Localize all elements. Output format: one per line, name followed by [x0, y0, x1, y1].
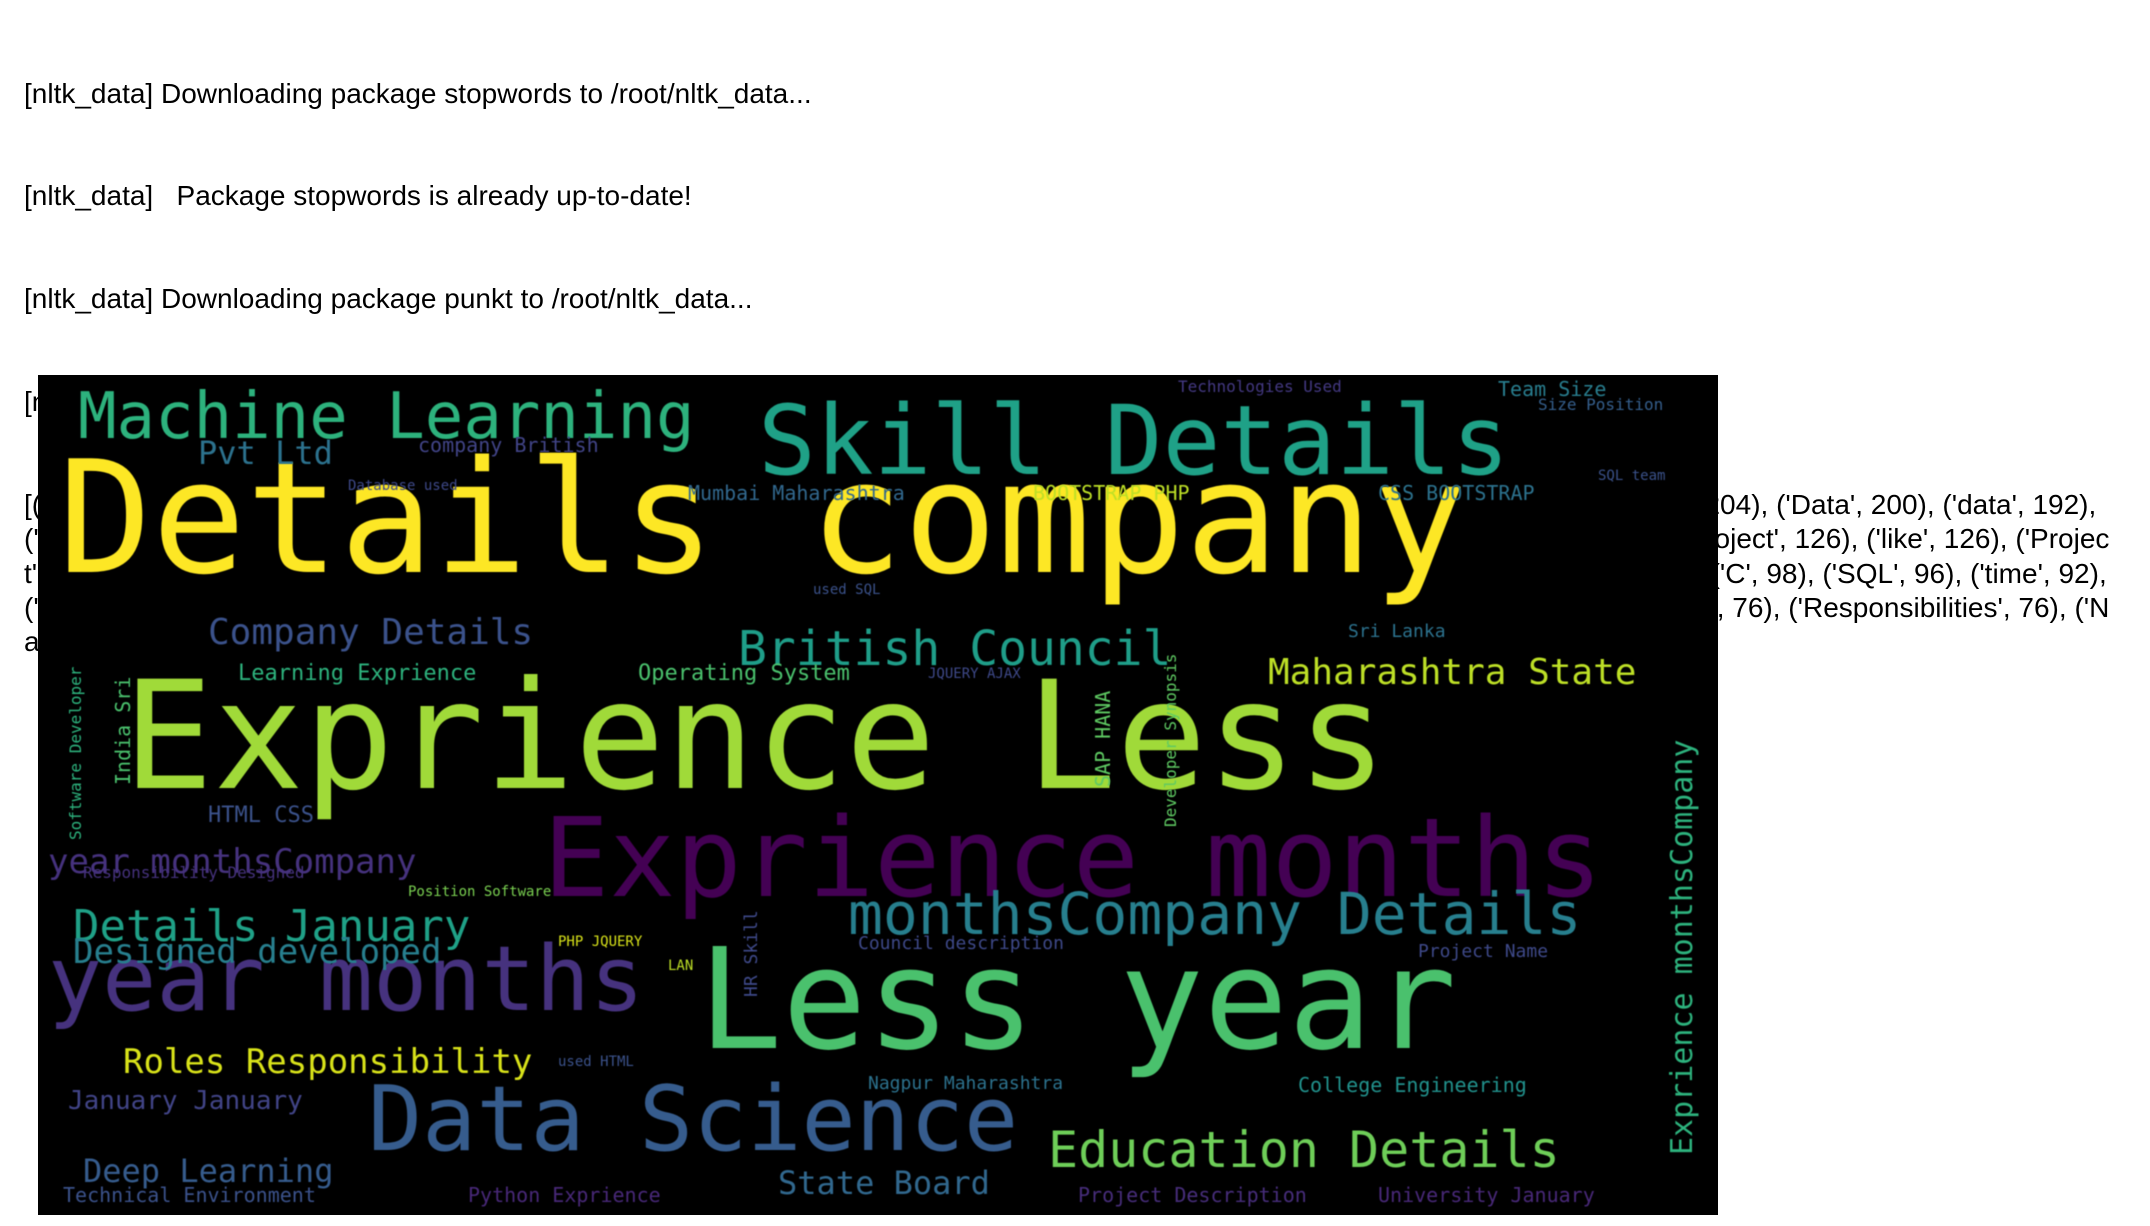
wordcloud-word: HTML CSS [208, 803, 314, 828]
wordcloud-word: used SQL [813, 582, 881, 598]
wordcloud-word: Position Software [408, 884, 552, 900]
wordcloud-word: Team Size [1498, 377, 1607, 401]
wordcloud-word: Nagpur Maharashtra [868, 1073, 1064, 1094]
wordcloud-word: year monthsCompany [48, 842, 417, 882]
wordcloud-word: used HTML [558, 1054, 634, 1070]
wordcloud-word: Details company [58, 427, 1467, 609]
wordcloud-word: company British [418, 433, 599, 457]
wordcloud-word: Less year [698, 919, 1457, 1082]
wordcloud-word: Education Details [1048, 1121, 1560, 1179]
wordcloud-word: JQUERY AJAX [928, 666, 1021, 682]
wordcloud-word: BOOTSTRAP PHP [1033, 481, 1190, 505]
wordcloud-word: State Board [778, 1164, 990, 1202]
wordcloud-word: Operating System [638, 661, 850, 686]
wordcloud-word: Exprience monthsCompany [1665, 739, 1700, 1155]
wordcloud-word: Roles Responsibility [123, 1042, 533, 1082]
wordcloud-word: Technologies Used [1178, 377, 1342, 396]
wordcloud-word: Mumbai Maharashtra [688, 481, 905, 505]
log-line: [nltk_data] Downloading package stopword… [24, 77, 812, 109]
wordcloud-word: Data Science [368, 1067, 1019, 1172]
wordcloud-word: Exprience months [543, 794, 1603, 922]
wordcloud-word: Deep Learning [83, 1152, 334, 1190]
wordcloud-word: Developer Synopsis [1161, 653, 1180, 827]
wordcloud-word: HR Skill [741, 910, 762, 997]
wordcloud-word: Designed developed [73, 932, 442, 972]
wordcloud-word: Exprience Less [123, 650, 1388, 824]
wordcloud-word: Learning Exprience [238, 661, 477, 686]
wordcloud-word: monthsCompany Details [848, 880, 1582, 948]
wordcloud-word: British Council [738, 621, 1172, 677]
wordcloud-word: SQL team [1598, 468, 1666, 484]
wordcloud-word: LAN [668, 958, 694, 974]
wordcloud-word: India Sri [111, 676, 135, 785]
wordcloud-word: Project Description [1078, 1183, 1307, 1207]
wordcloud-word: Council description [858, 933, 1064, 954]
wordcloud-word: Size Position [1538, 395, 1664, 414]
wordcloud-word: College Engineering [1298, 1073, 1527, 1097]
wordcloud-word: Software Developer [66, 666, 85, 840]
wordcloud-word: Project Name [1418, 941, 1549, 962]
wordcloud-word: Responsibility Designed [83, 863, 305, 882]
wordcloud-word: Database used [348, 478, 458, 494]
wordcloud-word: January January [68, 1086, 303, 1116]
wordcloud-image: Details company Exprience Less Less year Ex… [38, 375, 1718, 1215]
wordcloud-word: Skill Details [758, 385, 1510, 497]
log-line: [nltk_data] Downloading package punkt to… [24, 283, 753, 315]
wordcloud-word: PHP JQUERY [558, 934, 643, 950]
wordcloud-word: Machine Learning [78, 380, 695, 454]
wordcloud-word: Company Details [208, 612, 534, 653]
log-line: [nltk_data] Package stopwords is already… [24, 180, 692, 212]
wordcloud-word: CSS BOOTSTRAP [1378, 481, 1535, 505]
wordcloud-word: year months [48, 927, 645, 1032]
wordcloud-word: University January [1378, 1183, 1595, 1207]
wordcloud-word: Technical Environment [63, 1183, 316, 1207]
wordcloud-word: Python Exprience [468, 1183, 661, 1207]
wordcloud-word: Pvt Ltd [198, 434, 333, 472]
wordcloud-word: SAP HANA [1091, 690, 1115, 787]
wordcloud-word: Sri Lanka [1348, 621, 1446, 642]
wordcloud-word: Details January [73, 901, 471, 952]
wordcloud-word: Maharashtra State [1268, 652, 1637, 693]
